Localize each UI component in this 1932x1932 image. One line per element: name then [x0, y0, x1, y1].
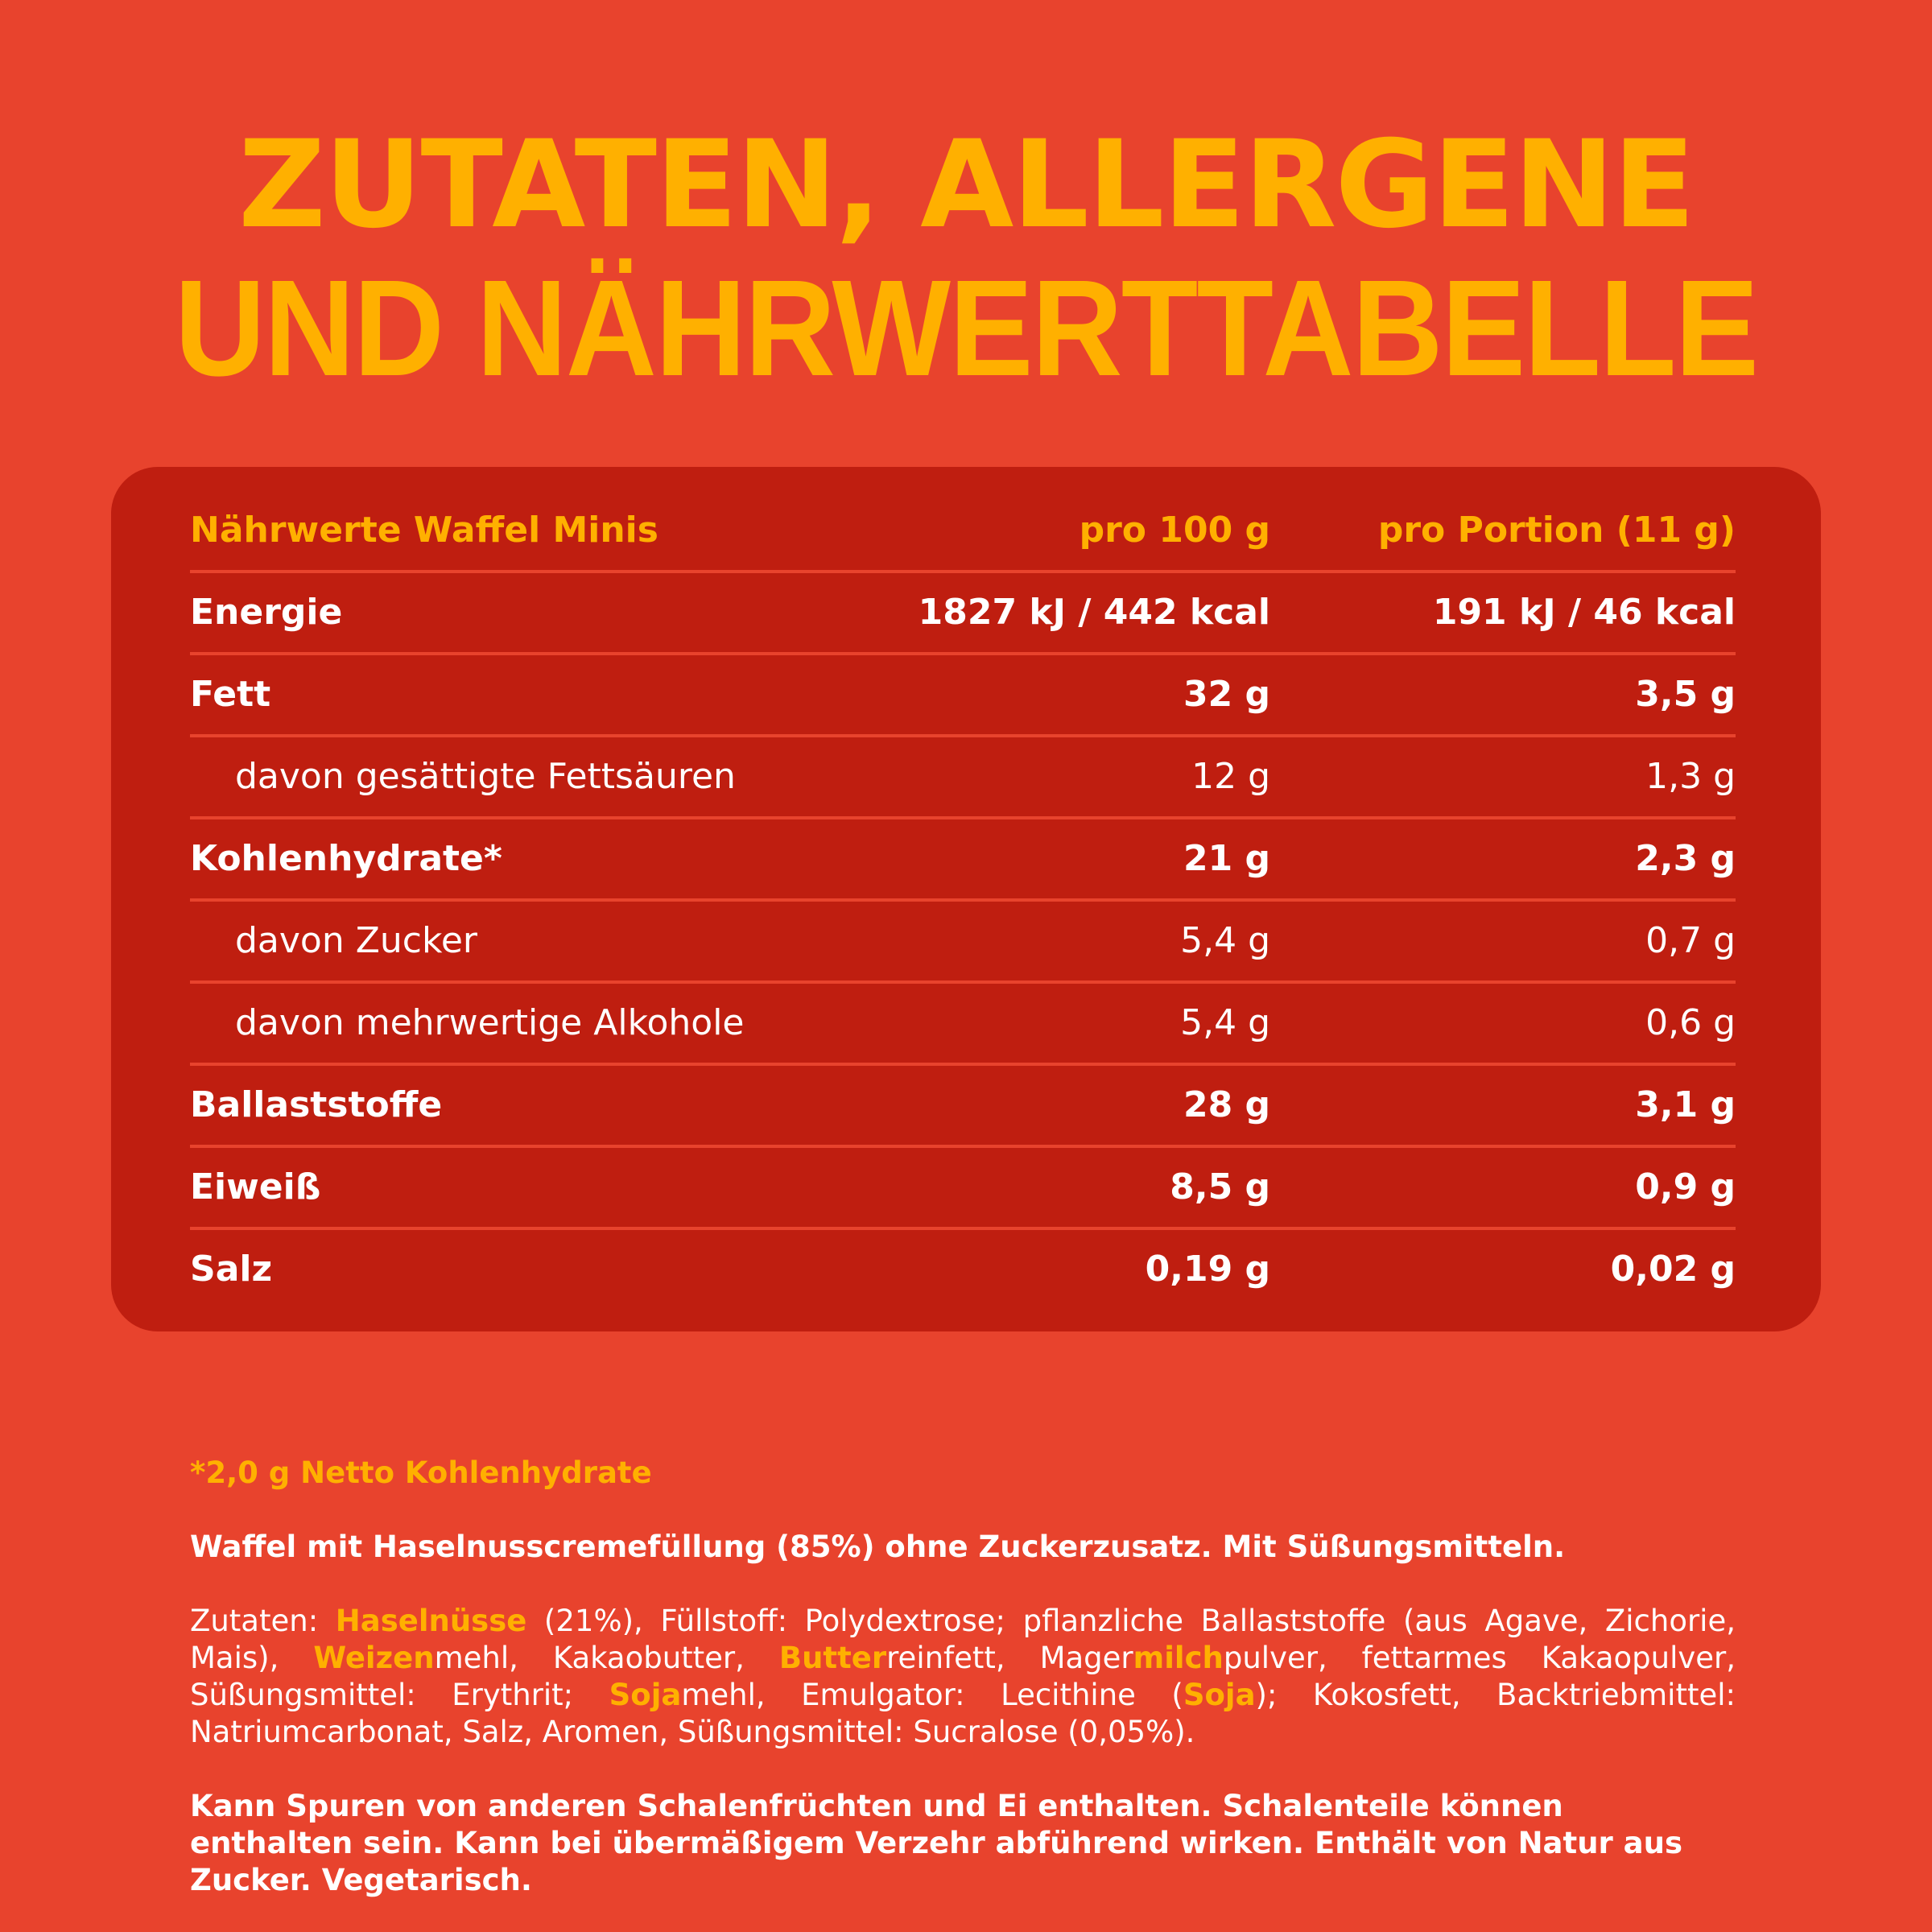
allergen-highlight: Soja [1183, 1678, 1256, 1712]
header-per-100g: pro 100 g [1079, 510, 1270, 551]
row-label: Eiweiß [190, 1166, 321, 1208]
ingredients-text: (21%), Füllstoff: Polydextrose; pflanzli… [190, 1604, 1736, 1675]
row-label: Fett [190, 674, 271, 715]
ingredients-text: reinfett, Mager [886, 1641, 1133, 1675]
product-description: Waffel mit Haselnusscremefüllung (85%) o… [190, 1530, 1566, 1564]
traces-notice: Kann Spuren von anderen Schalenfrüchten … [190, 1789, 1683, 1897]
table-row-gesaettigte-fettsaeuren: davon gesättigte Fettsäuren 12 g 1,3 g [190, 737, 1736, 819]
row-label: davon mehrwertige Alkohole [235, 1002, 745, 1043]
allergen-highlight: Weizen [313, 1641, 435, 1675]
row-label: Energie [190, 592, 343, 633]
row-per-portion: 3,5 g [1635, 674, 1736, 715]
row-per-portion: 191 kJ / 46 kcal [1432, 592, 1736, 633]
row-per-100g: 5,4 g [1180, 1002, 1270, 1043]
net-carbs-footnote: *2,0 g Netto Kohlenhydrate [190, 1455, 652, 1490]
row-per-100g: 5,4 g [1180, 920, 1270, 961]
allergen-highlight: Soja [609, 1678, 682, 1712]
table-row-ballaststoffe: Ballaststoffe 28 g 3,1 g [190, 1066, 1736, 1148]
table-row-salz: Salz 0,19 g 0,02 g [190, 1230, 1736, 1312]
row-per-100g: 1827 kJ / 442 kcal [918, 592, 1270, 633]
row-per-portion: 1,3 g [1645, 756, 1736, 797]
row-label: davon Zucker [235, 920, 478, 961]
row-per-100g: 28 g [1183, 1084, 1270, 1125]
allergen-highlight: Butter [778, 1641, 887, 1675]
page-title-line-2: UND NÄHRWERTTABELLE [174, 252, 1759, 405]
row-label: davon gesättigte Fettsäuren [235, 756, 736, 797]
row-per-100g: 12 g [1191, 756, 1270, 797]
row-per-100g: 0,19 g [1145, 1249, 1270, 1290]
ingredients-text: Zutaten: [190, 1604, 336, 1638]
nutrition-table-header: Nährwerte Waffel Minis pro 100 g pro Por… [190, 491, 1736, 573]
row-per-100g: 32 g [1183, 674, 1270, 715]
page-title-line-1: ZUTATEN, ALLERGENE [237, 115, 1695, 255]
ingredients-text: ); Kokosfett, Backtriebmittel: Natriumca… [190, 1678, 1736, 1749]
nutrition-table: Nährwerte Waffel Minis pro 100 g pro Por… [190, 491, 1736, 1312]
table-row-fett: Fett 32 g 3,5 g [190, 655, 1736, 737]
nutrition-panel: Nährwerte Waffel Minis pro 100 g pro Por… [111, 467, 1821, 1331]
row-per-portion: 0,02 g [1610, 1249, 1736, 1290]
ingredients-text: mehl, Kakaobutter, [434, 1641, 779, 1675]
table-row-kohlenhydrate: Kohlenhydrate* 21 g 2,3 g [190, 819, 1736, 902]
row-per-portion: 3,1 g [1635, 1084, 1736, 1125]
table-row-zucker: davon Zucker 5,4 g 0,7 g [190, 902, 1736, 984]
row-label: Ballaststoffe [190, 1084, 443, 1125]
row-per-100g: 21 g [1183, 838, 1270, 879]
header-per-portion: pro Portion (11 g) [1377, 510, 1736, 551]
allergen-highlight: milch [1133, 1641, 1224, 1675]
ingredients-list: Zutaten: Haselnüsse (21%), Füllstoff: Po… [190, 1603, 1736, 1751]
allergen-highlight: Haselnüsse [335, 1604, 527, 1638]
row-per-portion: 0,6 g [1645, 1002, 1736, 1043]
row-per-100g: 8,5 g [1170, 1166, 1270, 1208]
row-label: Salz [190, 1249, 273, 1290]
ingredients-text: mehl, Emulgator: Lecithine ( [681, 1678, 1183, 1712]
table-row-mehrwertige-alkohole: davon mehrwertige Alkohole 5,4 g 0,6 g [190, 984, 1736, 1066]
row-per-portion: 2,3 g [1635, 838, 1736, 879]
header-label: Nährwerte Waffel Minis [190, 510, 658, 551]
table-row-energie: Energie 1827 kJ / 442 kcal 191 kJ / 46 k… [190, 573, 1736, 655]
table-row-eiweiss: Eiweiß 8,5 g 0,9 g [190, 1148, 1736, 1230]
ingredients-text: pulver, fettarmes Kakaopulver, Süßungsmi… [190, 1641, 1736, 1712]
row-per-portion: 0,9 g [1635, 1166, 1736, 1208]
row-per-portion: 0,7 g [1645, 920, 1736, 961]
row-label: Kohlenhydrate* [190, 838, 502, 879]
